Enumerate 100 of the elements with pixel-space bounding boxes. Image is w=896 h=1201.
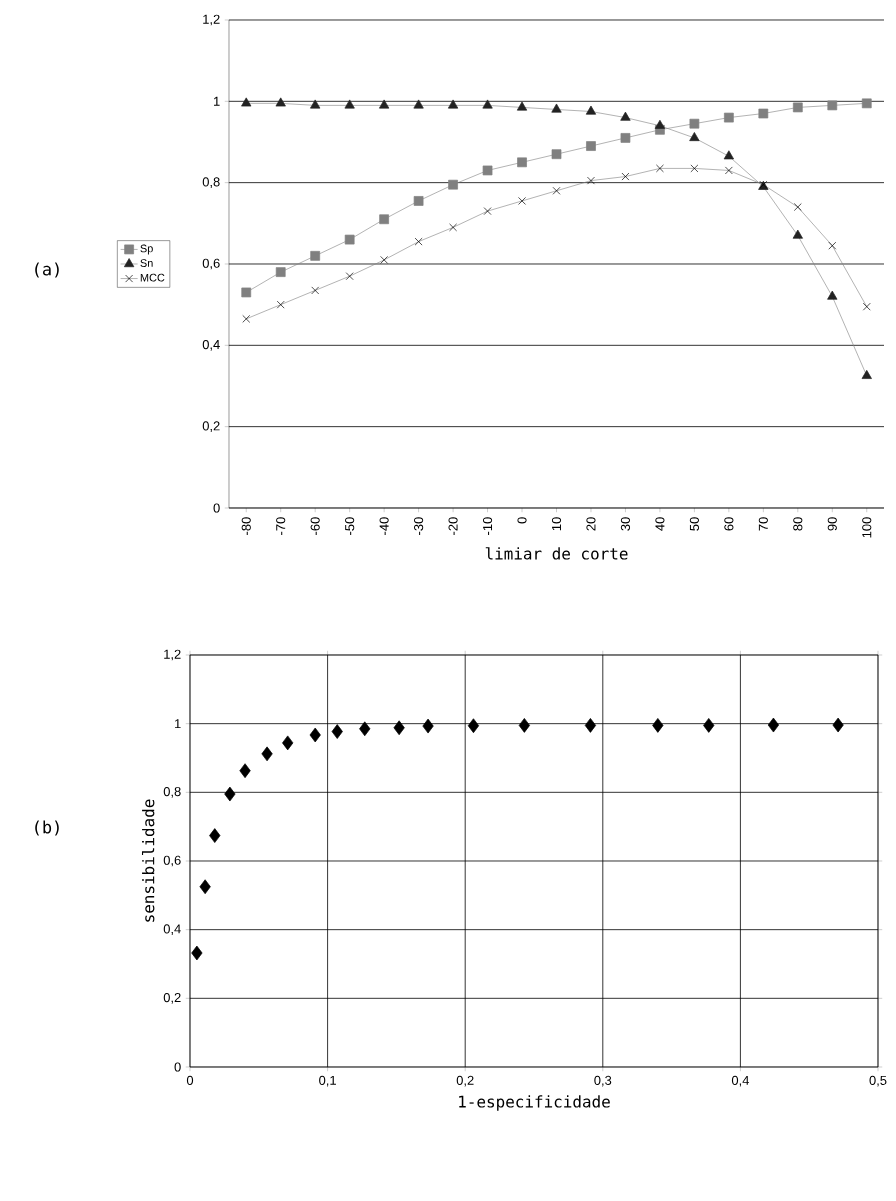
y-tick-label: 0,2: [163, 992, 181, 1004]
point: [191, 945, 203, 961]
point: [467, 718, 480, 734]
x-tick-label: 0,4: [731, 1075, 750, 1087]
x-tick-label: 90: [827, 517, 837, 531]
point: [379, 214, 389, 225]
point: [310, 99, 321, 109]
point: [413, 196, 424, 206]
x-tick-label: 0,2: [456, 1075, 474, 1087]
x-tick-label: 30: [620, 517, 631, 531]
point: [239, 763, 251, 779]
x-tick-label: -10: [482, 517, 493, 535]
point: [482, 99, 493, 109]
x-tick-label: 0: [517, 517, 527, 524]
y-tick-label: 0,6: [163, 855, 181, 867]
x-tick-label: 40: [655, 517, 665, 531]
legend-label: MCC: [140, 273, 165, 282]
point: [832, 717, 844, 733]
y-axis-title: sensibilidade: [141, 799, 155, 922]
x-tick-label: -70: [276, 517, 286, 535]
point: [413, 99, 424, 109]
point: [586, 141, 596, 151]
y-tick-label: 0: [213, 503, 220, 513]
y-tick-label: 0: [174, 1062, 181, 1072]
point: [862, 302, 871, 311]
point: [621, 172, 630, 181]
point: [767, 717, 780, 733]
point: [344, 99, 355, 109]
point: [517, 157, 527, 168]
point: [690, 164, 699, 173]
point: [587, 176, 595, 185]
point: [828, 241, 837, 250]
point: [241, 287, 252, 298]
point: [275, 267, 286, 277]
point: [518, 718, 530, 733]
y-tick-label: 1: [175, 719, 181, 729]
x-tick-label: 20: [586, 517, 596, 531]
point: [689, 132, 700, 142]
x-axis-title: limiar de corte: [485, 547, 628, 560]
y-tick-label: 1,2: [164, 649, 181, 661]
point: [261, 746, 273, 762]
point: [393, 720, 405, 736]
point: [311, 286, 320, 295]
point: [584, 718, 597, 733]
x-tick-label: 100: [862, 517, 872, 538]
y-tick-label: 0,2: [202, 421, 220, 432]
point: [656, 164, 664, 173]
y-tick-label: 1: [214, 96, 220, 106]
x-tick-label: -40: [379, 517, 389, 535]
x-axis-title: 1-especificidade: [459, 1095, 610, 1111]
point: [380, 256, 389, 264]
point: [242, 315, 251, 323]
point: [620, 133, 631, 143]
x-tick-label: 50: [689, 517, 699, 531]
point: [792, 229, 803, 239]
legend-label: Sp: [140, 244, 153, 255]
y-tick-label: 0,6: [202, 258, 220, 270]
point: [310, 251, 321, 261]
point: [331, 724, 343, 739]
point: [724, 112, 734, 123]
legend-label: Sn: [140, 259, 153, 267]
point: [792, 102, 803, 113]
point: [827, 290, 838, 300]
y-tick-label: 0,8: [202, 177, 220, 188]
point: [209, 828, 221, 843]
point: [518, 197, 526, 205]
point: [447, 99, 459, 109]
x-tick-label: 70: [758, 517, 768, 531]
x-tick-label: 0: [186, 1075, 194, 1085]
text: (b): [35, 820, 59, 836]
text: (a): [35, 262, 59, 278]
y-tick-label: 0,4: [163, 924, 181, 936]
x-tick-label: 80: [793, 517, 803, 531]
point: [723, 150, 734, 160]
point: [379, 99, 390, 109]
point: [309, 727, 321, 743]
point: [344, 234, 355, 245]
point: [585, 105, 597, 115]
point: [724, 166, 733, 175]
x-tick-label: 0,3: [594, 1075, 612, 1087]
point: [276, 300, 285, 309]
point: [224, 786, 236, 802]
point: [758, 108, 769, 119]
x-tick-label: -30: [414, 517, 424, 535]
x-tick-label: 60: [724, 517, 734, 531]
x-tick-label: -20: [448, 517, 458, 535]
point: [703, 718, 715, 733]
point: [345, 272, 354, 281]
point: [448, 179, 458, 190]
point: [861, 98, 872, 109]
point: [652, 718, 664, 733]
y-tick-label: 0,4: [202, 339, 220, 351]
point: [241, 97, 252, 107]
point: [551, 103, 562, 113]
x-tick-label: -50: [345, 517, 355, 535]
point: [793, 203, 802, 211]
x-tick-label: 0,5: [869, 1075, 887, 1087]
point: [199, 879, 211, 895]
point: [275, 97, 286, 107]
point: [422, 718, 434, 734]
